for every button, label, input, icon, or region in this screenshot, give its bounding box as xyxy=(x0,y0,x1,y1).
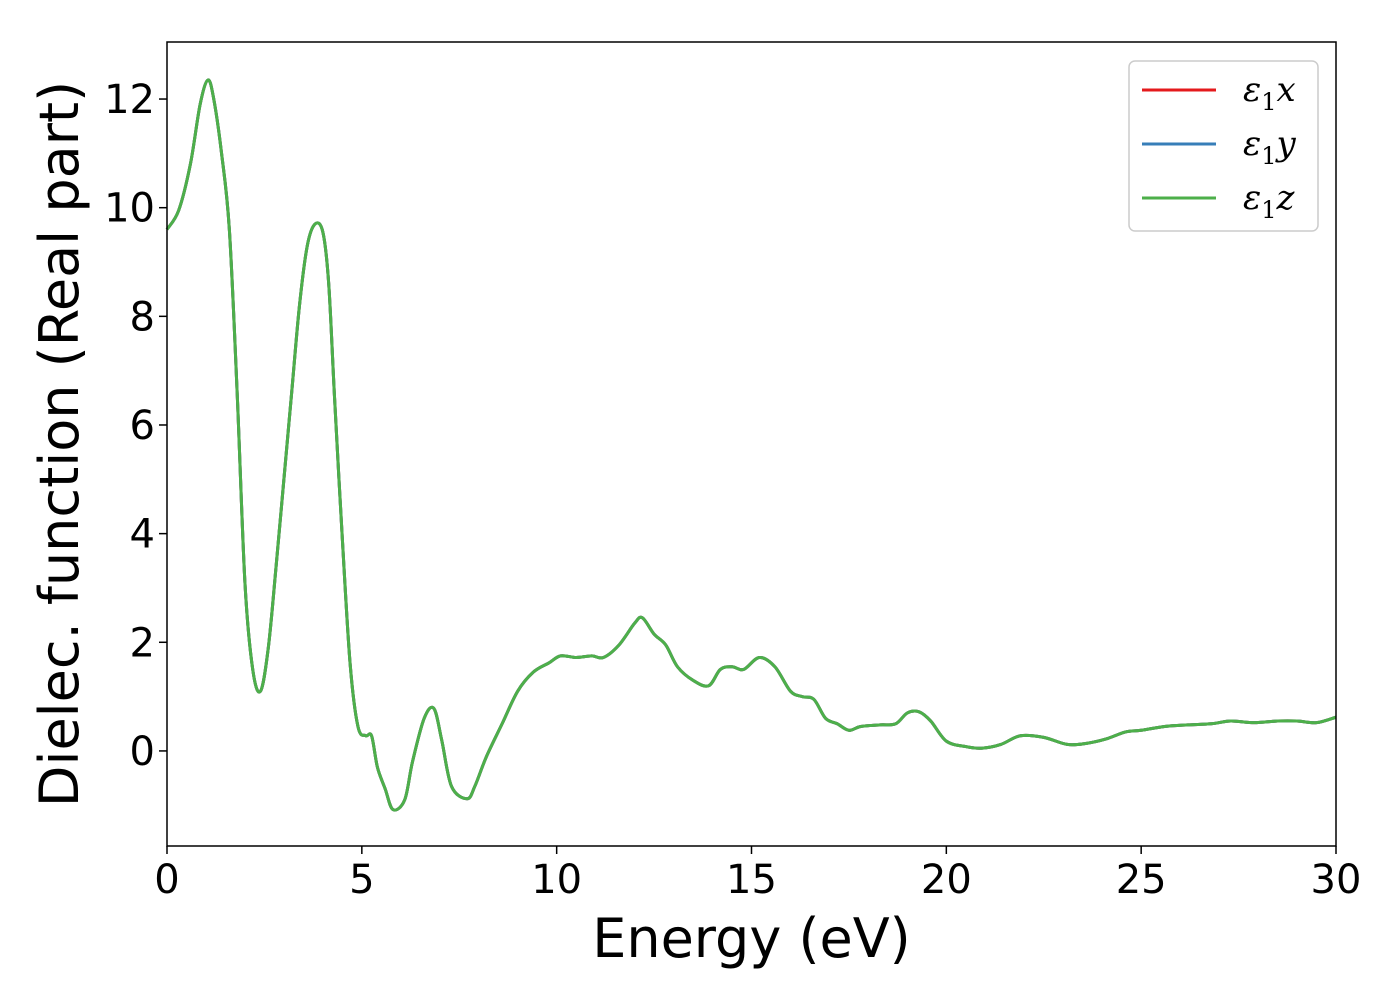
legend-subscript: 1 xyxy=(1261,142,1276,170)
legend-symbol: ε xyxy=(1243,70,1261,110)
legend-box xyxy=(1128,60,1319,232)
legend-entry-z: ε1z xyxy=(1243,178,1296,224)
y-tick-label: 4 xyxy=(130,512,155,558)
legend-component: y xyxy=(1275,124,1297,164)
legend-entry-y: ε1y xyxy=(1243,124,1297,170)
y-tick-label: 0 xyxy=(130,729,155,775)
legend-symbol: ε xyxy=(1243,178,1261,218)
y-axis-ticks: 0 2 4 6 8 10 12 xyxy=(104,77,167,775)
x-axis-label: Energy (eV) xyxy=(592,907,911,970)
series-layer xyxy=(165,78,1337,812)
y-tick-label: 8 xyxy=(130,294,155,340)
legend-symbol: ε xyxy=(1243,124,1261,164)
x-tick-label: 20 xyxy=(921,857,972,903)
series-line-z xyxy=(165,78,1337,812)
y-tick-label: 10 xyxy=(104,186,155,232)
y-tick-label: 12 xyxy=(104,77,155,123)
legend-subscript: 1 xyxy=(1261,88,1276,116)
x-tick-label: 5 xyxy=(349,857,374,903)
legend-entry-x: ε1x xyxy=(1243,70,1296,116)
x-tick-label: 15 xyxy=(726,857,777,903)
legend-component: z xyxy=(1276,178,1296,218)
x-tick-label: 10 xyxy=(531,857,582,903)
x-tick-label: 25 xyxy=(1116,857,1167,903)
y-axis-label: Dielec. function (Real part) xyxy=(28,81,91,807)
y-tick-label: 6 xyxy=(130,403,155,449)
x-tick-label: 0 xyxy=(154,857,179,903)
legend-component: x xyxy=(1277,70,1296,110)
y-tick-label: 2 xyxy=(130,620,155,666)
x-axis-ticks: 0 5 10 15 20 25 30 xyxy=(154,846,1361,903)
legend-subscript: 1 xyxy=(1261,196,1276,224)
x-tick-label: 30 xyxy=(1311,857,1362,903)
